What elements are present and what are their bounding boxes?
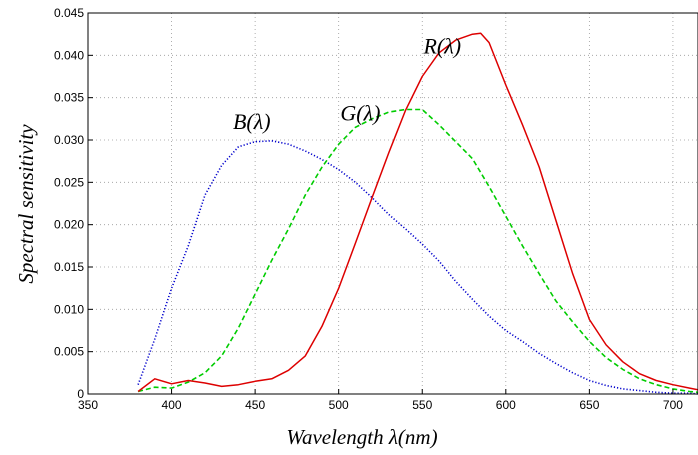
series-line-0 [137, 140, 698, 395]
x-axis-label: Wavelength λ(nm) [286, 425, 437, 449]
series-annotation: G(λ) [340, 101, 380, 126]
x-tick-label: 500 [329, 398, 349, 412]
y-tick-label: 0.020 [54, 218, 84, 232]
series-line-2 [137, 32, 698, 393]
x-tick-label: 450 [245, 398, 265, 412]
x-tick-label: 400 [162, 398, 182, 412]
grid-layer [88, 13, 698, 394]
x-tick-label: 600 [496, 398, 516, 412]
series-annotation: R(λ) [422, 34, 461, 59]
series-annotation: B(λ) [233, 109, 271, 134]
series-layer [137, 32, 698, 395]
y-tick-label: 0.010 [54, 302, 84, 316]
y-tick-label: 0.015 [54, 260, 84, 274]
annotation-layer: B(λ) G(λ) R(λ) [233, 34, 461, 134]
x-tick-label: 700 [663, 398, 683, 412]
plot-frame [87, 12, 698, 395]
y-tick-label: 0.025 [54, 175, 84, 189]
y-tick-label: 0.005 [54, 345, 84, 359]
x-tick-label: 550 [412, 398, 432, 412]
series-line-1 [137, 108, 698, 394]
y-tick-label: 0 [77, 387, 84, 401]
y-tick-label: 0.045 [54, 6, 84, 20]
y-axis-label: Spectral sensitivity [14, 124, 38, 284]
tick-layer: 350 400 450 500 550 600 650 700 0 0.005 0.010 0.015… [54, 6, 683, 412]
x-tick-label: 650 [579, 398, 599, 412]
y-tick-label: 0.040 [54, 48, 84, 62]
y-tick-label: 0.030 [54, 133, 84, 147]
x-tick-label: 350 [78, 398, 98, 412]
y-tick-label: 0.035 [54, 91, 84, 105]
